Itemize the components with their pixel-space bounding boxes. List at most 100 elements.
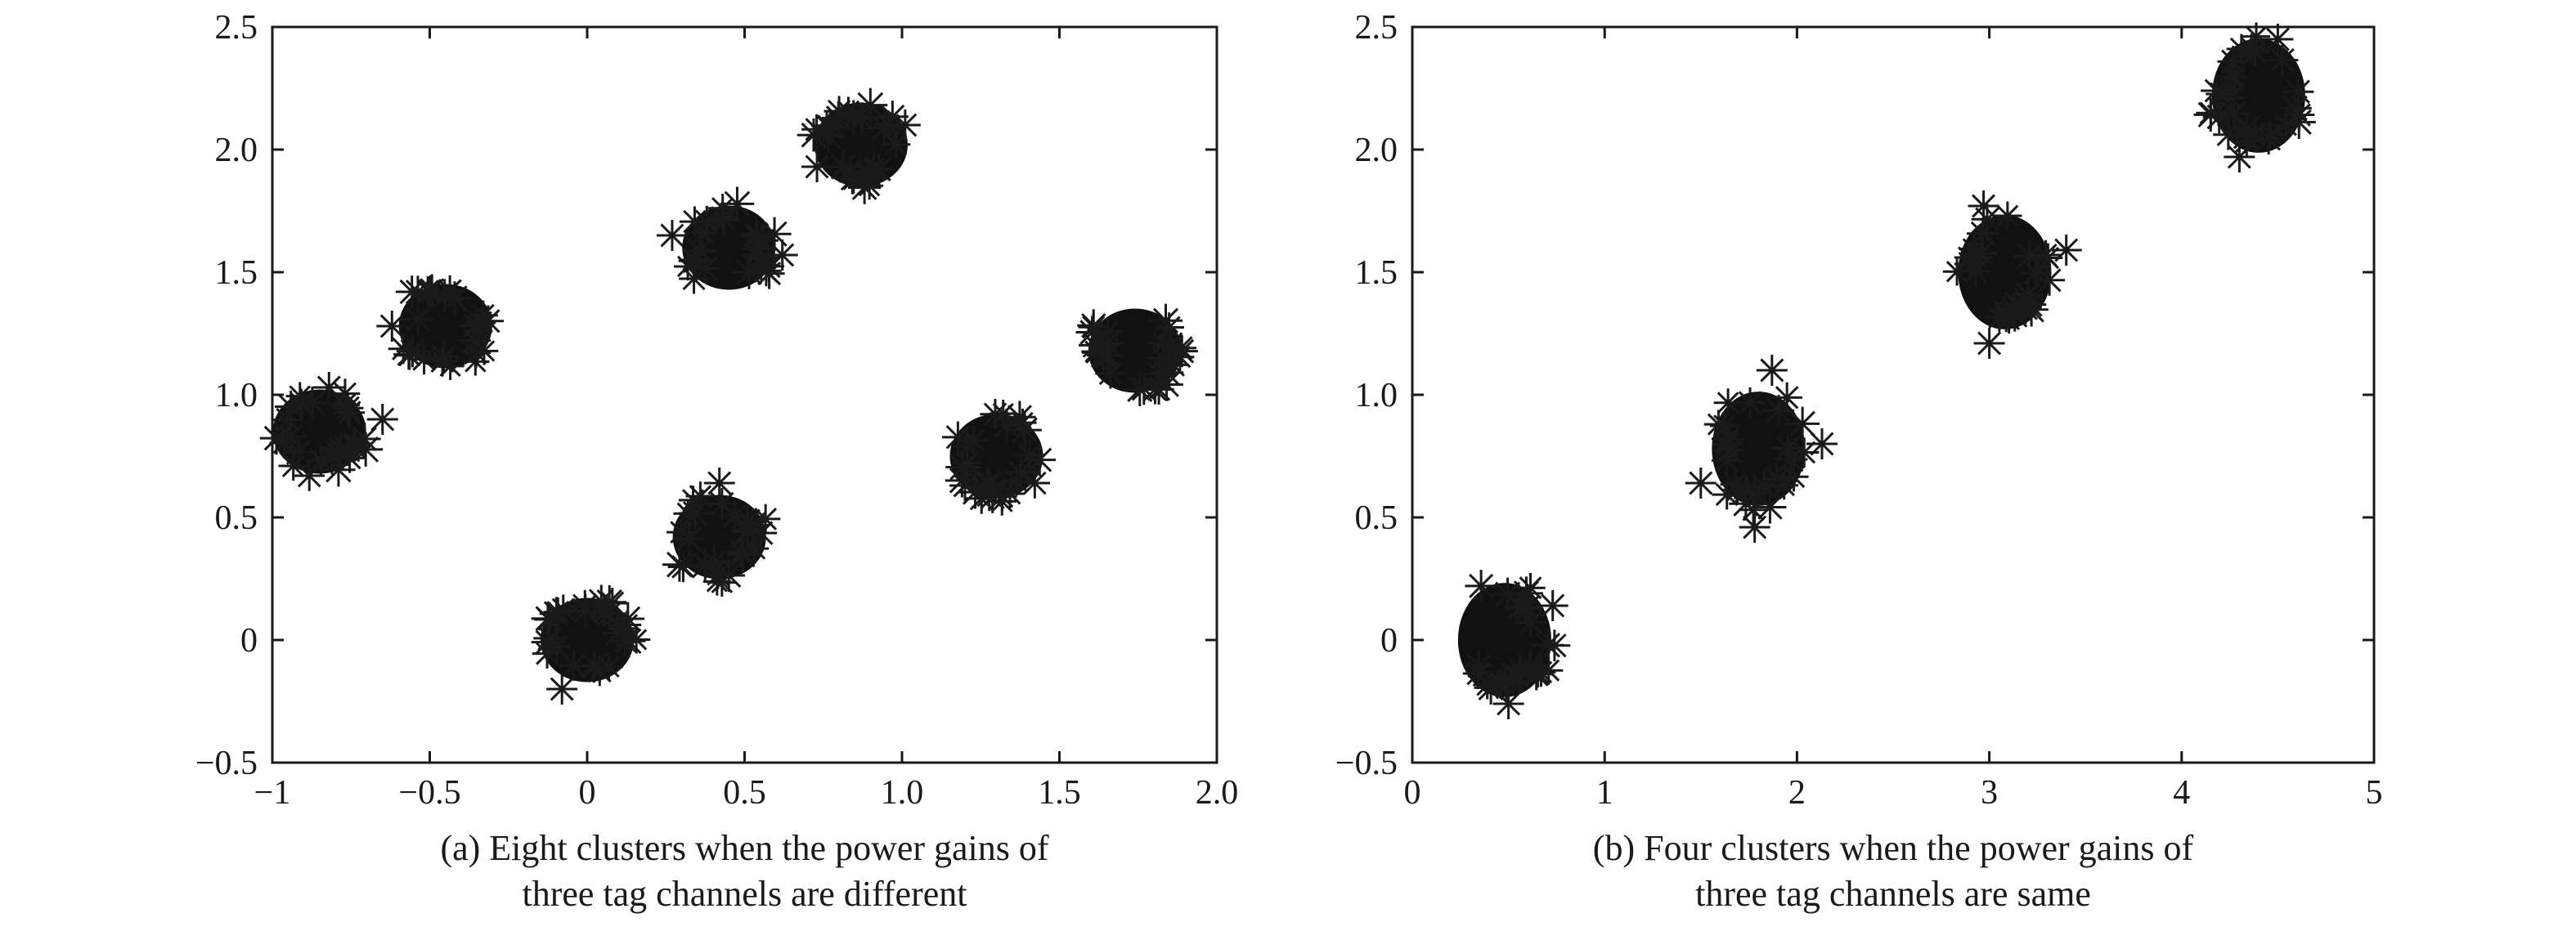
panel-a-data-point (610, 626, 640, 656)
panel-a-data-point (958, 425, 989, 455)
panel-a-data-point (1095, 358, 1126, 389)
panel-b-caption-line: three tag channels are same (1695, 874, 2091, 914)
panel-b-cluster (1703, 382, 1820, 525)
panel-a-outlier-point (1154, 330, 1186, 361)
panel-a-x-tick-label: 0 (579, 774, 596, 812)
panel-a-data-point (584, 655, 616, 687)
panel-b-data-point (2242, 22, 2271, 51)
panel-b-x-tick-label: 4 (2173, 774, 2190, 812)
panel-b-data-point (1714, 436, 1744, 465)
panel-a-cluster (797, 87, 911, 204)
panel-a-data-point (678, 244, 711, 277)
panel-a-x-tick-label: −1 (254, 774, 291, 812)
panel-b-data-point (1465, 570, 1497, 602)
panel-b-data-point (1723, 475, 1752, 504)
panel-a-data-point (1008, 408, 1037, 437)
panel-b-x-tick-label: 1 (1596, 774, 1613, 812)
panel-b-outlier-point (2050, 235, 2082, 266)
panel-a-y-tick-label: 0 (240, 622, 258, 660)
panel-a-data-point (987, 481, 1017, 512)
panel-a-cluster (531, 584, 651, 687)
panel-b-data-point (2031, 239, 2061, 271)
panel-b-data-point (1771, 432, 1804, 464)
panel-a-data-point (942, 421, 974, 454)
panel-a-data-point (753, 257, 785, 289)
panel-b-data-point (1538, 629, 1571, 662)
panel-b-cluster (1942, 201, 2066, 334)
panel-b-chart: −0.500.51.01.52.02.50 1 2 3 4 5(b) Four clust… (1335, 9, 2383, 914)
panel-b-data-point (1473, 670, 1502, 700)
panel-b-data-point (1785, 406, 1820, 441)
panel-a-data-point (726, 539, 756, 567)
panel-a-data-point (272, 404, 304, 436)
panel-b-x-tick-label: 3 (1981, 774, 1998, 812)
panel-b-data-point (2266, 44, 2299, 76)
panel-a-data-point (1008, 413, 1042, 447)
panel-a-plot-frame (271, 25, 1218, 764)
panel-b-outlier-point (2224, 141, 2255, 172)
panel-a-y-tick-label: 1.5 (215, 254, 258, 292)
panel-a-cluster (662, 481, 781, 597)
panel-a-cluster (673, 186, 792, 294)
panel-a-outlier-point (414, 276, 446, 307)
panel-a-data-point (1140, 374, 1170, 405)
panel-b-y-tick-label: 0 (1380, 622, 1398, 660)
panel-a-outlier-point (949, 470, 981, 501)
panel-a-outlier-point (801, 151, 833, 182)
panel-a-data-point (531, 602, 564, 635)
panel-b-data-point (1998, 298, 2032, 332)
panel-b-y-tick-label: 2.5 (1355, 9, 1398, 47)
panel-b-outlier-point (1739, 512, 1770, 543)
panel-a-data-point (990, 408, 1024, 443)
panel-a-data-point (863, 153, 895, 186)
panel-a-outlier-point (889, 110, 921, 141)
panel-b-data-point (2206, 78, 2237, 110)
panel-b-outlier-point (1537, 590, 1568, 621)
panel-a-data-point (348, 423, 381, 455)
panel-b-cluster (2193, 22, 2316, 157)
panel-a-data-point (401, 302, 435, 336)
panel-a-data-point (461, 338, 491, 368)
panel-a-data-point (568, 593, 603, 629)
panel-b-cluster (1457, 570, 1571, 705)
panel-a-data-point (837, 100, 871, 134)
panel-b-outlier-point (2262, 24, 2294, 55)
panel-a-data-point (548, 594, 579, 624)
panel-a-x-tick-label: 0.5 (723, 774, 766, 812)
panel-a-outlier-point (596, 588, 628, 619)
panel-a-data-point (673, 499, 703, 529)
panel-b-data-point (1703, 410, 1734, 439)
panel-a-outlier-point (766, 239, 798, 271)
panel-a-y-tick-label: 2.5 (215, 9, 258, 47)
panel-b-data-point (2014, 293, 2049, 327)
panel-b-data-point (1739, 495, 1768, 525)
panel-a-data-point (1023, 443, 1057, 477)
panel-a-data-point (970, 467, 1005, 501)
panel-a-data-point (707, 193, 738, 223)
panel-a-y-tick-label: 2.0 (215, 132, 258, 169)
panel-a-x-tick-label: 1.5 (1038, 774, 1081, 812)
panel-b-data-point (2220, 63, 2250, 92)
panel-a-data-point (1082, 338, 1111, 367)
panel-b-data-point (1761, 463, 1793, 495)
panel-b-data-point (2256, 120, 2285, 149)
panel-a-data-point (741, 218, 773, 249)
panel-b-data-point (2217, 45, 2250, 78)
panel-b-caption-line: (b) Four clusters when the power gains o… (1593, 828, 2194, 868)
panel-b-outlier-point (1968, 190, 1999, 222)
panel-a-data-point (966, 483, 998, 514)
panel-b-data-point (2034, 264, 2066, 296)
panel-a-data-point (275, 420, 307, 453)
panel-a-data-point (532, 638, 563, 669)
panel-a-x-tick-label: −0.5 (398, 774, 460, 812)
panel-b-outlier-point (1756, 355, 1788, 386)
panel-a-caption-line: three tag channels are different (522, 874, 967, 914)
panel-a-data-point (662, 547, 697, 582)
panel-b-y-tick-label: 0.5 (1355, 499, 1398, 537)
panel-b-outlier-point (1492, 688, 1524, 719)
panel-a-y-tick-label: 1.0 (215, 377, 258, 414)
panel-b-data-point (2020, 257, 2052, 289)
panel-a-outlier-point (546, 674, 578, 705)
panel-b-outlier-point (1685, 468, 1717, 499)
